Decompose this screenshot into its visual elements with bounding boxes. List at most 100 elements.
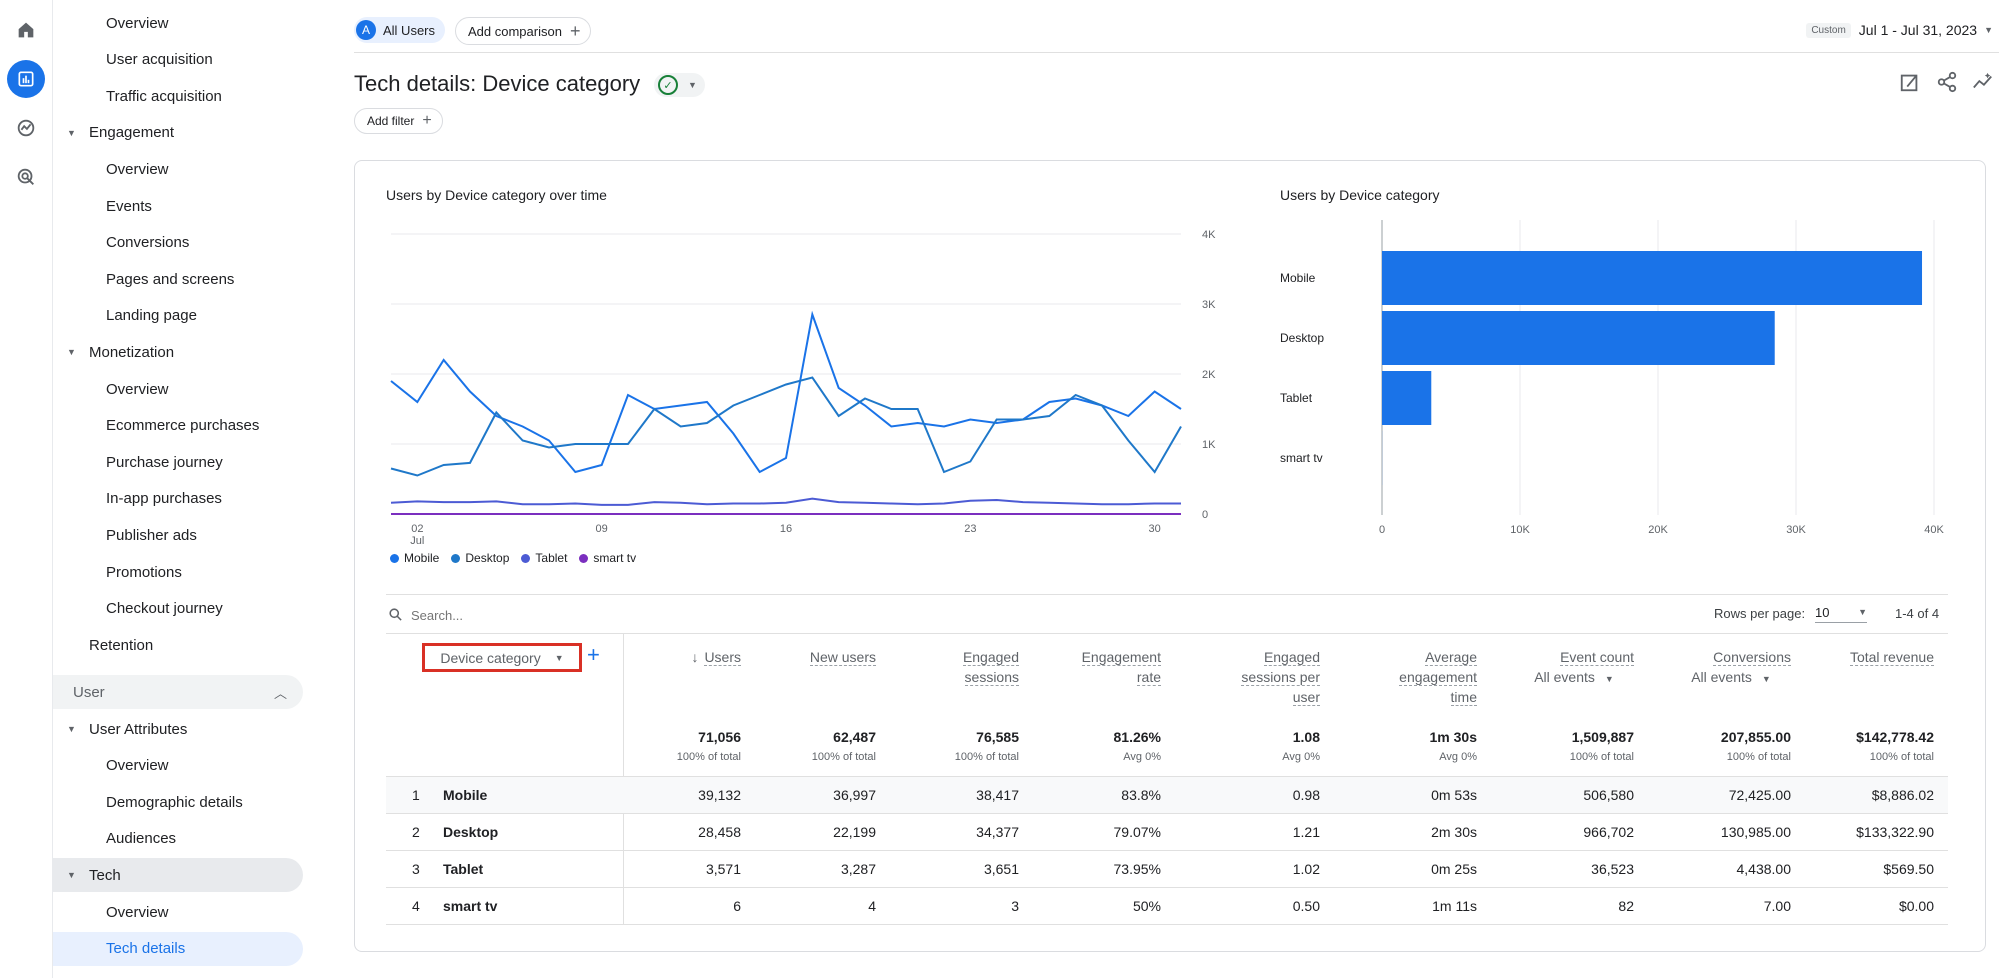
legend-item[interactable]: Tablet — [521, 551, 567, 565]
nav-item-traffic-acquisition[interactable]: Traffic acquisition — [106, 80, 222, 112]
nav-item-label: Promotions — [106, 563, 182, 581]
column-header-engaged-sessions-per-user[interactable]: Engaged sessions per user — [1180, 647, 1320, 707]
nav-item-label: Overview — [106, 757, 169, 775]
nav-item-in-app-purchases[interactable]: In-app purchases — [106, 483, 222, 515]
customize-report-icon[interactable] — [1899, 71, 1921, 98]
row-cell: 79.07% — [1113, 824, 1161, 840]
table-row[interactable]: 3 Tablet 3,571 3,287 3,651 73.95% 1.02 0m 25s 36… — [0, 850, 1999, 887]
advertising-icon[interactable] — [7, 158, 45, 196]
row-cell: 506,580 — [1583, 787, 1634, 803]
row-cell: 22,199 — [833, 824, 876, 840]
column-header-line: Engaged — [962, 649, 1019, 666]
table-row[interactable]: 1 Mobile 39,132 36,997 38,417 83.8% 0.98 0m 53s… — [0, 776, 1999, 813]
nav-item-events[interactable]: Events — [106, 190, 152, 222]
nav-item-overview[interactable]: Overview — [106, 896, 169, 928]
nav-item-user-attributes[interactable]: ▼ User Attributes — [67, 713, 187, 745]
column-header-total-revenue[interactable]: Total revenue — [1794, 647, 1934, 667]
search-input[interactable] — [409, 603, 713, 627]
column-header-users[interactable]: ↓ Users — [601, 647, 741, 667]
legend-swatch — [451, 553, 461, 563]
nav-item-publisher-ads[interactable]: Publisher ads — [106, 519, 197, 551]
nav-item-landing-page[interactable]: Landing page — [106, 300, 197, 332]
nav-item-overview[interactable]: Overview — [106, 153, 169, 185]
total-value: 62,487 — [833, 729, 876, 745]
nav-item-conversions[interactable]: Conversions — [106, 227, 189, 259]
title-status-dropdown[interactable]: ✓ ▼ — [654, 73, 705, 97]
dimension-header-selector[interactable]: Device category ▼ — [422, 643, 582, 672]
legend-item[interactable]: Desktop — [451, 551, 509, 565]
row-index: 1 — [412, 787, 420, 803]
share-icon[interactable] — [1936, 71, 1958, 98]
nav-item-user-acquisition[interactable]: User acquisition — [106, 44, 213, 76]
home-icon[interactable] — [7, 11, 45, 49]
segment-badge: A — [356, 20, 376, 40]
row-cell: 966,702 — [1583, 824, 1634, 840]
date-range: Jul 1 - Jul 31, 2023 — [1858, 22, 1978, 38]
nav-item-label: Tech details — [106, 940, 186, 958]
nav-item-checkout-journey[interactable]: Checkout journey — [106, 593, 223, 625]
totals-cell: 1,509,887 100% of total — [1494, 729, 1634, 763]
nav-item-purchase-journey[interactable]: Purchase journey — [106, 446, 223, 478]
total-subtext: 100% of total — [1869, 751, 1934, 763]
nav-item-engagement[interactable]: ▼ Engagement — [67, 117, 174, 149]
nav-item-label: Ecommerce purchases — [106, 417, 260, 435]
nav-item-monetization[interactable]: ▼ Monetization — [67, 336, 174, 368]
nav-item-retention[interactable]: Retention — [67, 629, 153, 661]
nav-item-promotions[interactable]: Promotions — [106, 556, 182, 588]
row-divider — [386, 776, 1948, 777]
explore-icon[interactable] — [7, 109, 45, 147]
add-dimension-icon[interactable]: + — [587, 642, 600, 667]
nav-item-label: Traffic acquisition — [106, 87, 222, 105]
nav-section-user[interactable]: User ︿ — [53, 675, 303, 709]
column-header-conversions[interactable]: Conversions All events ▼ — [1651, 647, 1791, 689]
row-dimension-value[interactable]: Tablet — [443, 861, 484, 877]
table-row[interactable]: 2 Desktop 28,458 22,199 34,377 79.07% 1.21 2m 3… — [0, 813, 1999, 850]
nav-item-overview[interactable]: Overview — [106, 7, 169, 39]
row-dimension-value[interactable]: Mobile — [443, 787, 488, 803]
expand-caret-icon: ▼ — [67, 347, 76, 358]
nav-item-pages-and-screens[interactable]: Pages and screens — [106, 263, 234, 295]
row-dimension-value[interactable]: smart tv — [443, 898, 498, 914]
column-header-new-users[interactable]: New users — [736, 647, 876, 667]
table-row[interactable]: 4 smart tv 6 4 3 50% 0.50 1m 11s 82 7.00 $0.00 — [0, 887, 1999, 924]
nav-section-label: User — [73, 683, 105, 701]
dropdown-arrow-icon: ▼ — [1984, 25, 1993, 35]
nav-item-label: User Attributes — [89, 720, 188, 738]
legend-item[interactable]: Mobile — [390, 551, 439, 565]
x-tick-label: 30K — [1786, 524, 1806, 536]
metric-select[interactable]: All events ▼ — [1494, 667, 1634, 689]
row-cell: 3,651 — [983, 861, 1019, 877]
add-comparison-button[interactable]: Add comparison + — [455, 17, 592, 45]
y-tick-label: 4K — [1202, 229, 1216, 241]
nav-item-overview[interactable]: Overview — [106, 750, 169, 782]
row-divider — [386, 813, 1948, 814]
nav-item-label: Overview — [106, 903, 169, 921]
row-cell: 7.00 — [1763, 898, 1791, 914]
nav-item-ecommerce-purchases[interactable]: Ecommerce purchases — [106, 410, 259, 442]
nav-item-overview[interactable]: Overview — [106, 373, 169, 405]
row-cell: 0m 25s — [1431, 861, 1477, 877]
nav-item-tech-details[interactable]: Tech details — [106, 933, 185, 965]
insights-icon[interactable] — [1971, 71, 1995, 98]
column-header-event-count[interactable]: Event count All events ▼ — [1494, 647, 1634, 689]
row-cell: 83.8% — [1121, 787, 1161, 803]
series-line-desktop — [390, 376, 1182, 477]
row-dimension-value[interactable]: Desktop — [443, 824, 499, 840]
segment-chip[interactable]: A All Users — [354, 17, 446, 43]
chart-legend: Mobile Desktop Tablet smart tv — [390, 551, 648, 565]
row-cell: 3,287 — [840, 861, 876, 877]
rows-per-page-select[interactable]: 10 ▼ — [1815, 602, 1867, 623]
nav-item-demographic-details[interactable]: Demographic details — [106, 786, 243, 818]
column-header-engagement-rate[interactable]: Engagement rate — [1021, 647, 1161, 687]
column-header-average-engagement-time[interactable]: Average engagement time — [1337, 647, 1477, 707]
nav-item-tech[interactable]: ▼ Tech — [67, 859, 121, 891]
nav-item-audiences[interactable]: Audiences — [106, 823, 176, 855]
column-header-engaged-sessions[interactable]: Engaged sessions — [879, 647, 1019, 687]
column-header-line: Average — [1425, 649, 1477, 666]
add-filter-button[interactable]: Add filter + — [354, 108, 443, 134]
date-range-picker[interactable]: Custom Jul 1 - Jul 31, 2023 ▼ — [1806, 22, 1993, 38]
add-comparison-label: Add comparison — [468, 23, 562, 39]
reports-icon[interactable] — [7, 60, 45, 98]
legend-item[interactable]: smart tv — [579, 551, 636, 565]
metric-select[interactable]: All events ▼ — [1651, 667, 1791, 689]
